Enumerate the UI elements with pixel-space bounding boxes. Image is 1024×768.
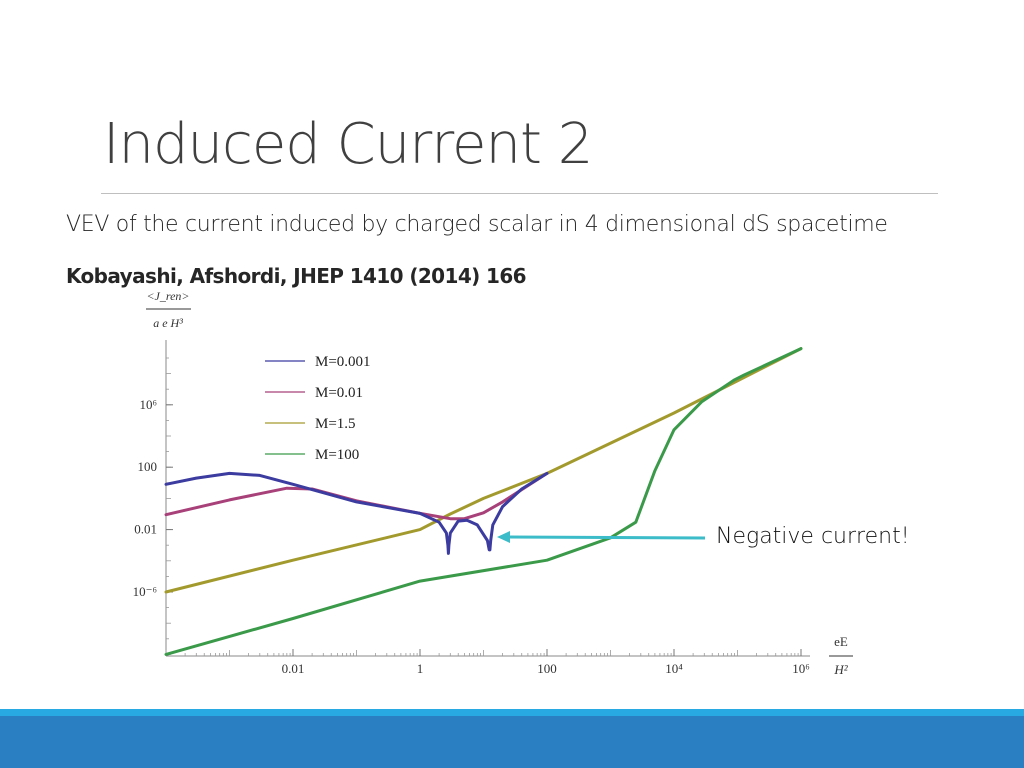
slide-title: Induced Current 2	[103, 112, 593, 177]
legend-label: M=0.01	[315, 385, 363, 401]
reference-citation: Kobayashi, Afshordi, JHEP 1410 (2014) 16…	[66, 264, 527, 288]
x-tick-label: 1	[417, 661, 424, 676]
x-axis-label-denominator: H²	[833, 662, 848, 677]
annotation-arrow-shaft	[507, 535, 706, 540]
series-line-m-0-001	[164, 471, 549, 555]
annotation-label: Negative current!	[716, 524, 910, 549]
legend-label: M=1.5	[315, 416, 356, 432]
title-divider	[101, 193, 938, 194]
x-tick-label: 100	[537, 661, 557, 676]
series-line-m-100	[164, 347, 803, 656]
legend-label: M=0.001	[315, 354, 371, 370]
y-axis-label-denominator: a e H³	[153, 316, 183, 330]
annotation-arrowhead-icon	[497, 531, 510, 543]
x-tick-label: 10⁴	[665, 661, 683, 676]
footer-bar	[0, 716, 1024, 768]
slide-subtitle: VEV of the current induced by charged sc…	[66, 212, 888, 237]
legend-label: M=100	[315, 447, 359, 463]
footer-accent-strip	[0, 709, 1024, 716]
y-tick-label: 10⁶	[139, 397, 157, 412]
y-axis-label-numerator: <J_ren>	[146, 289, 189, 303]
x-tick-label: 0.01	[282, 661, 305, 676]
x-axis-label-numerator: eE	[834, 634, 848, 649]
y-tick-label: 10⁻⁶	[133, 584, 157, 599]
series-line-m-1-5	[164, 347, 803, 594]
y-tick-label: 0.01	[134, 522, 157, 537]
x-tick-label: 10⁶	[792, 661, 810, 676]
y-tick-label: 100	[138, 459, 158, 474]
